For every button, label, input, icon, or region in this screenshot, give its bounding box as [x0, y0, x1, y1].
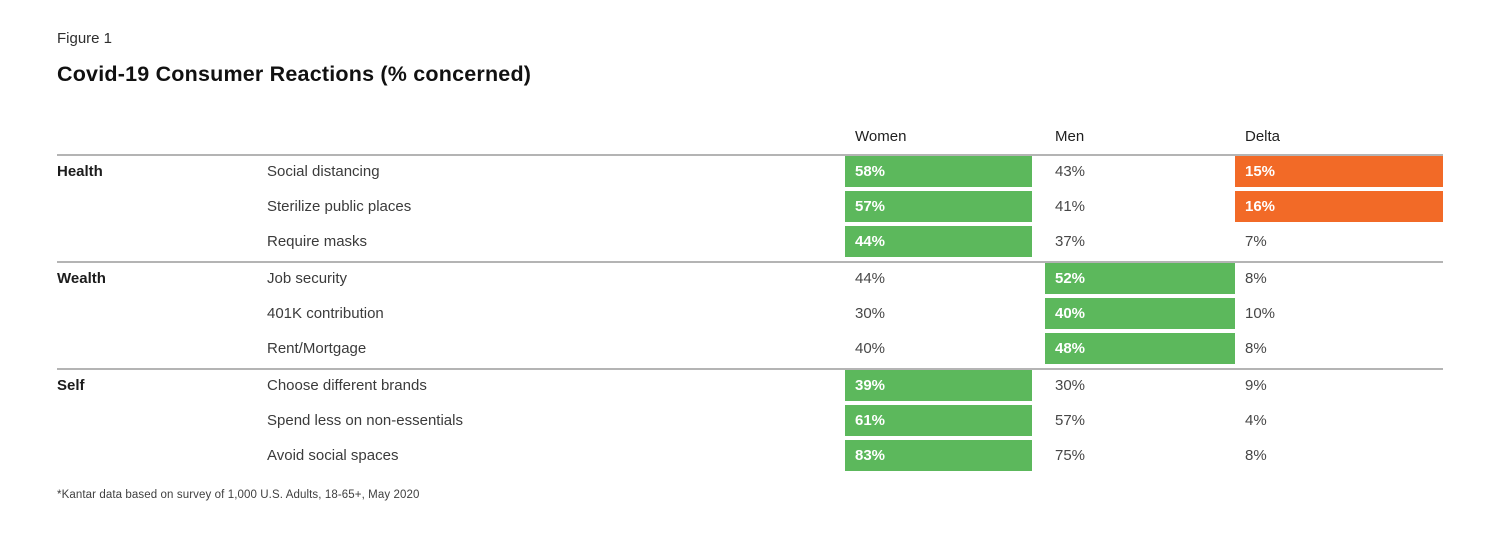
delta-value: 8% [1245, 340, 1267, 357]
row-label: Choose different brands [267, 377, 427, 394]
women-value-highlighted: 57% [845, 191, 1032, 222]
women-value-highlighted: 44% [845, 226, 1032, 257]
delta-value: 9% [1245, 377, 1267, 394]
section-rule-wealth-self [57, 368, 1443, 370]
table-row-rent-mortgage: Rent/Mortgage 40% 48% 8% [57, 333, 1443, 368]
delta-value-highlighted: 16% [1235, 191, 1443, 222]
group-label-wealth: Wealth [57, 270, 106, 287]
women-value-highlighted: 58% [845, 156, 1032, 187]
table-row-social-distancing: Health Social distancing 58% 43% 15% [57, 156, 1443, 191]
table-row-require-masks: Require masks 44% 37% 7% [57, 226, 1443, 261]
section-rule-health-wealth [57, 261, 1443, 263]
row-label: Spend less on non-essentials [267, 412, 463, 429]
women-value: 44% [855, 270, 886, 287]
delta-value: 10% [1245, 305, 1276, 322]
men-value-highlighted: 52% [1045, 263, 1235, 294]
table-row-job-security: Wealth Job security 44% 52% 8% [57, 263, 1443, 298]
column-header-women: Women [855, 128, 907, 145]
delta-value-highlighted: 15% [1235, 156, 1443, 187]
row-label: Social distancing [267, 163, 380, 180]
row-label: 401K contribution [267, 305, 384, 322]
women-value-highlighted: 39% [845, 370, 1032, 401]
table-row-401k-contribution: 401K contribution 30% 40% 10% [57, 298, 1443, 333]
women-value-highlighted: 61% [845, 405, 1032, 436]
row-label: Job security [267, 270, 348, 287]
delta-value: 4% [1245, 412, 1267, 429]
men-value: 41% [1055, 198, 1086, 215]
header-rule [57, 154, 1443, 156]
women-value: 40% [855, 340, 886, 357]
row-label: Require masks [267, 233, 368, 250]
table-row-sterilize-public-places: Sterilize public places 57% 41% 16% [57, 191, 1443, 226]
group-label-self: Self [57, 377, 85, 394]
row-label: Avoid social spaces [267, 447, 399, 464]
men-value-highlighted: 48% [1045, 333, 1235, 364]
men-value-highlighted: 40% [1045, 298, 1235, 329]
table-row-choose-different-brands: Self Choose different brands 39% 30% 9% [57, 370, 1443, 405]
men-value: 30% [1055, 377, 1086, 394]
figure-title: Covid-19 Consumer Reactions (% concerned… [57, 62, 532, 86]
delta-value: 7% [1245, 233, 1267, 250]
delta-value: 8% [1245, 447, 1267, 464]
figure-label: Figure 1 [57, 30, 113, 47]
table-row-avoid-social-spaces: Avoid social spaces 83% 75% 8% [57, 440, 1443, 475]
row-label: Rent/Mortgage [267, 340, 367, 357]
column-header-men: Men [1055, 128, 1085, 145]
men-value: 75% [1055, 447, 1086, 464]
table-header-row: Women Men Delta [57, 111, 1443, 154]
group-label-health: Health [57, 163, 103, 180]
column-header-delta: Delta [1245, 128, 1281, 145]
women-value-highlighted: 83% [845, 440, 1032, 471]
men-value: 37% [1055, 233, 1086, 250]
men-value: 57% [1055, 412, 1086, 429]
women-value: 30% [855, 305, 886, 322]
reactions-table: Women Men Delta Health Social distancing… [57, 111, 1443, 475]
men-value: 43% [1055, 163, 1086, 180]
table-row-spend-less-non-essentials: Spend less on non-essentials 61% 57% 4% [57, 405, 1443, 440]
row-label: Sterilize public places [267, 198, 412, 215]
delta-value: 8% [1245, 270, 1267, 287]
footnote: *Kantar data based on survey of 1,000 U.… [57, 489, 420, 501]
